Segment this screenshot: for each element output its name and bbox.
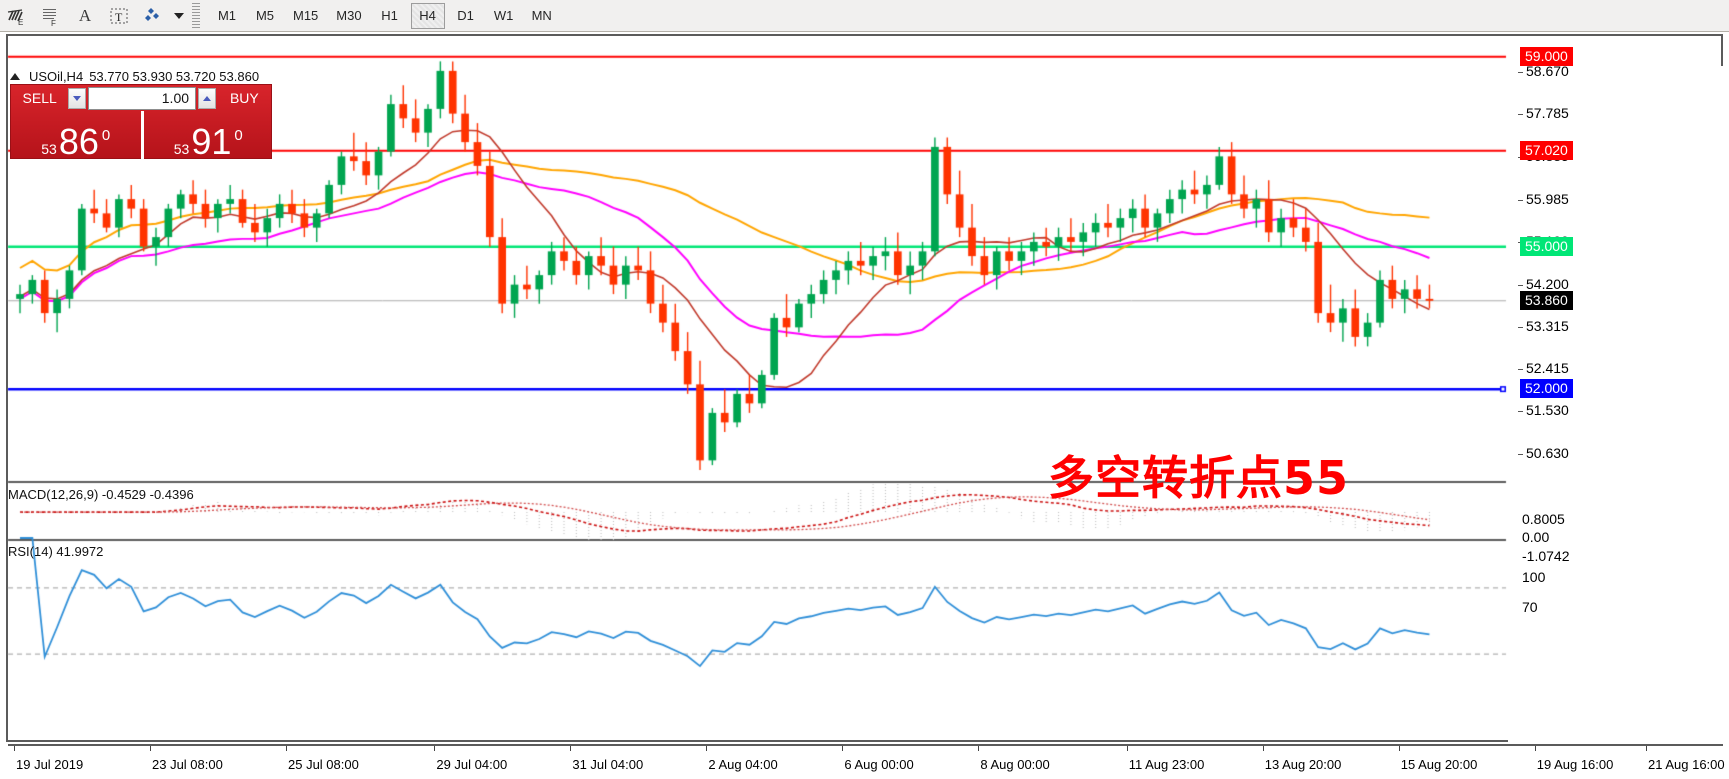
time-tick-label: 8 Aug 00:00 <box>980 757 1050 772</box>
objects-icon[interactable] <box>136 1 170 31</box>
collapse-icon[interactable] <box>10 73 20 80</box>
price-level-badge[interactable]: 59.000 <box>1520 46 1573 66</box>
text-tool-icon[interactable]: A <box>78 5 92 25</box>
trade-price-row: 53 86 0 53 91 0 <box>11 111 274 162</box>
macd-indicator-label[interactable]: MACD(12,26,9) -0.4529 -0.4396 <box>8 487 194 502</box>
symbol-name: USOil,H4 <box>29 69 84 84</box>
price-tick-label: 53.315 <box>1526 317 1569 334</box>
sell-price-big: 86 <box>58 121 99 162</box>
main-toolbar: E F A T M1 M5 M15 M30 H1 H4 D1 W1 MN <box>0 0 1729 32</box>
indicator-axis-label: 0.00 <box>1522 529 1550 545</box>
svg-text:E: E <box>18 18 23 27</box>
time-axis[interactable]: 19 Jul 2019 23 Jul 08:00 25 Jul 08:00 29 Ju… <box>8 744 1725 779</box>
time-tick-label: 21 Aug 16:00 <box>1648 757 1725 772</box>
price-tick-label: 50.630 <box>1526 445 1569 462</box>
rsi-indicator-label[interactable]: RSI(14) 41.9972 <box>8 544 104 559</box>
price-tick <box>1518 326 1523 328</box>
time-tick-label: 11 Aug 23:00 <box>1128 757 1205 772</box>
sell-price[interactable]: 53 86 0 <box>11 111 141 162</box>
time-tick-label: 2 Aug 04:00 <box>708 757 778 772</box>
price-chart-canvas[interactable] <box>0 32 1729 749</box>
buy-price-sup: 0 <box>234 127 243 144</box>
timeframe-m30[interactable]: M30 <box>336 8 362 23</box>
price-tick <box>1518 199 1523 201</box>
time-tick-label: 13 Aug 20:00 <box>1264 757 1342 772</box>
timeframe-mn[interactable]: MN <box>531 8 552 23</box>
price-level-badge[interactable]: 55.000 <box>1520 236 1573 256</box>
volume-value: 1.00 <box>161 90 190 106</box>
price-tick <box>1518 411 1523 413</box>
price-tick <box>1518 454 1523 456</box>
timeframe-h1[interactable]: H1 <box>381 8 398 23</box>
timeframe-m15[interactable]: M15 <box>293 8 319 23</box>
indicator-axis-label: 70 <box>1522 599 1538 615</box>
buy-price-lead: 53 <box>173 141 190 157</box>
price-tick-label: 57.785 <box>1526 105 1569 122</box>
chart-area[interactable]: USOil,H4 53.770 53.930 53.720 53.860 SEL… <box>0 32 1729 779</box>
buy-price[interactable]: 53 91 0 <box>140 111 274 162</box>
time-tick-label: 29 Jul 04:00 <box>436 757 508 772</box>
price-level-badge[interactable]: 52.000 <box>1520 379 1573 399</box>
time-tick-label: 23 Jul 08:00 <box>152 757 223 772</box>
sell-price-sup: 0 <box>101 127 111 144</box>
time-tick-label: 31 Jul 04:00 <box>572 757 644 772</box>
price-tick-label: 55.985 <box>1526 190 1569 207</box>
buy-price-big: 91 <box>191 121 232 162</box>
buy-button[interactable]: BUY <box>229 90 259 106</box>
price-level-badge[interactable]: 53.860 <box>1520 290 1573 310</box>
svg-text:T: T <box>115 10 123 24</box>
timeframe-d1[interactable]: D1 <box>457 8 474 23</box>
time-tick-label: 15 Aug 20:00 <box>1400 757 1478 772</box>
sell-button[interactable]: SELL <box>22 90 57 106</box>
price-level-badge[interactable]: 57.020 <box>1520 140 1573 160</box>
price-tick-label: 54.200 <box>1526 275 1569 292</box>
indicator-axis-label: 0.8005 <box>1522 511 1565 527</box>
toolbar-grip[interactable] <box>192 2 200 29</box>
indicator-axis-label: 100 <box>1522 569 1546 585</box>
time-tick-label: 25 Jul 08:00 <box>288 757 359 772</box>
objects-dropdown-icon[interactable] <box>170 1 188 31</box>
price-tick-label: 58.670 <box>1526 63 1569 80</box>
indicator-axis-label: -1.0742 <box>1522 548 1570 564</box>
price-axis[interactable]: 58.67057.78556.88555.98555.10054.20053.3… <box>1508 46 1729 746</box>
grid-icon[interactable]: F <box>34 1 68 31</box>
indicators-icon[interactable]: E <box>0 1 34 31</box>
time-tick-label: 19 Aug 16:00 <box>1536 757 1614 772</box>
text-label-icon[interactable]: T <box>102 1 136 31</box>
timeframe-w1[interactable]: W1 <box>493 8 514 23</box>
timeframe-m1[interactable]: M1 <box>217 8 237 23</box>
price-tick <box>1518 72 1523 74</box>
time-tick-label: 19 Jul 2019 <box>16 757 84 772</box>
volume-decrease-button[interactable] <box>68 87 86 109</box>
svg-text:F: F <box>51 19 56 27</box>
price-tick-label: 51.530 <box>1526 402 1569 419</box>
price-tick-label: 52.415 <box>1526 360 1569 377</box>
volume-increase-button[interactable] <box>198 87 216 109</box>
price-tick <box>1518 369 1523 371</box>
timeframe-m5[interactable]: M5 <box>255 8 275 23</box>
price-tick <box>1518 284 1523 286</box>
volume-input[interactable]: 1.00 <box>88 86 197 110</box>
one-click-trade-panel[interactable]: SELL 1.00 BUY 53 86 0 53 91 0 <box>10 84 274 162</box>
chart-annotation-text[interactable]: 多空转折点55 <box>1048 451 1350 505</box>
price-tick <box>1518 114 1523 116</box>
timeframe-h4[interactable]: H4 <box>410 2 445 29</box>
time-tick-label: 6 Aug 00:00 <box>844 757 914 772</box>
trade-controls-row: SELL 1.00 BUY <box>11 85 273 111</box>
sell-price-lead: 53 <box>41 141 57 157</box>
symbol-header: USOil,H4 53.770 53.930 53.720 53.860 <box>10 69 259 84</box>
symbol-ohlc: 53.770 53.930 53.720 53.860 <box>89 69 260 84</box>
